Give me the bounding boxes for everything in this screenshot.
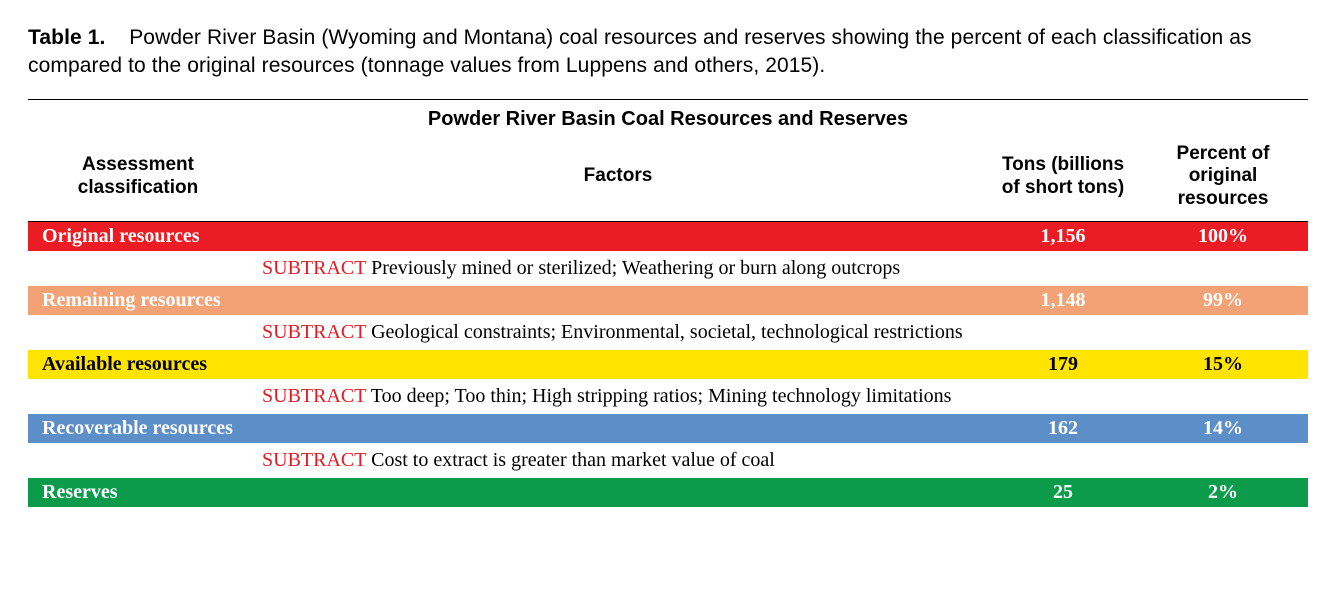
factor-row: SUBTRACT Previously mined or sterilized;… — [28, 251, 1308, 286]
factor-spacer — [28, 251, 248, 286]
factor-cell: SUBTRACT Too deep; Too thin; High stripp… — [248, 379, 1308, 414]
classification-percent: 15% — [1138, 350, 1308, 379]
subtract-label: SUBTRACT — [262, 321, 371, 343]
subtract-label: SUBTRACT — [262, 257, 371, 279]
classification-tons: 179 — [988, 350, 1138, 379]
factor-cell: SUBTRACT Cost to extract is greater than… — [248, 443, 1308, 478]
factor-spacer — [28, 315, 248, 350]
factor-text: Geological constraints; Environmental, s… — [371, 321, 963, 343]
subtract-label: SUBTRACT — [262, 385, 371, 407]
factor-spacer — [28, 443, 248, 478]
classification-tons: 1,148 — [988, 286, 1138, 315]
factor-text: Cost to extract is greater than market v… — [371, 449, 775, 471]
factor-text: Too deep; Too thin; High stripping ratio… — [371, 385, 952, 407]
table-header-row: Assessment classification Factors Tons (… — [28, 137, 1308, 222]
resources-table: Powder River Basin Coal Resources and Re… — [28, 99, 1308, 507]
table-title-row: Powder River Basin Coal Resources and Re… — [28, 99, 1308, 137]
factor-spacer — [28, 379, 248, 414]
table-title: Powder River Basin Coal Resources and Re… — [28, 99, 1308, 137]
factor-row: SUBTRACT Cost to extract is greater than… — [28, 443, 1308, 478]
factor-cell: SUBTRACT Previously mined or sterilized;… — [248, 251, 1308, 286]
factor-row: SUBTRACT Too deep; Too thin; High stripp… — [28, 379, 1308, 414]
factor-cell: SUBTRACT Geological constraints; Environ… — [248, 315, 1308, 350]
classification-percent: 14% — [1138, 414, 1308, 443]
classification-label: Remaining resources — [28, 286, 988, 315]
header-tons: Tons (billions of short tons) — [988, 137, 1138, 222]
factor-row: SUBTRACT Geological constraints; Environ… — [28, 315, 1308, 350]
header-factors: Factors — [248, 137, 988, 222]
classification-row: Remaining resources1,14899% — [28, 286, 1308, 315]
classification-row: Available resources17915% — [28, 350, 1308, 379]
classification-label: Original resources — [28, 222, 988, 252]
classification-percent: 100% — [1138, 222, 1308, 252]
table-caption: Table 1. Powder River Basin (Wyoming and… — [28, 24, 1308, 81]
caption-label: Table 1. — [28, 26, 105, 49]
classification-tons: 1,156 — [988, 222, 1138, 252]
header-percent: Percent of original resources — [1138, 137, 1308, 222]
header-classification: Assessment classification — [28, 137, 248, 222]
classification-tons: 162 — [988, 414, 1138, 443]
subtract-label: SUBTRACT — [262, 449, 371, 471]
classification-percent: 2% — [1138, 478, 1308, 507]
factor-text: Previously mined or sterilized; Weatheri… — [371, 257, 900, 279]
classification-row: Original resources1,156100% — [28, 222, 1308, 252]
classification-label: Available resources — [28, 350, 988, 379]
caption-text: Powder River Basin (Wyoming and Montana)… — [28, 26, 1252, 77]
classification-row: Recoverable resources16214% — [28, 414, 1308, 443]
classification-label: Reserves — [28, 478, 988, 507]
classification-tons: 25 — [988, 478, 1138, 507]
classification-label: Recoverable resources — [28, 414, 988, 443]
classification-percent: 99% — [1138, 286, 1308, 315]
classification-row: Reserves252% — [28, 478, 1308, 507]
